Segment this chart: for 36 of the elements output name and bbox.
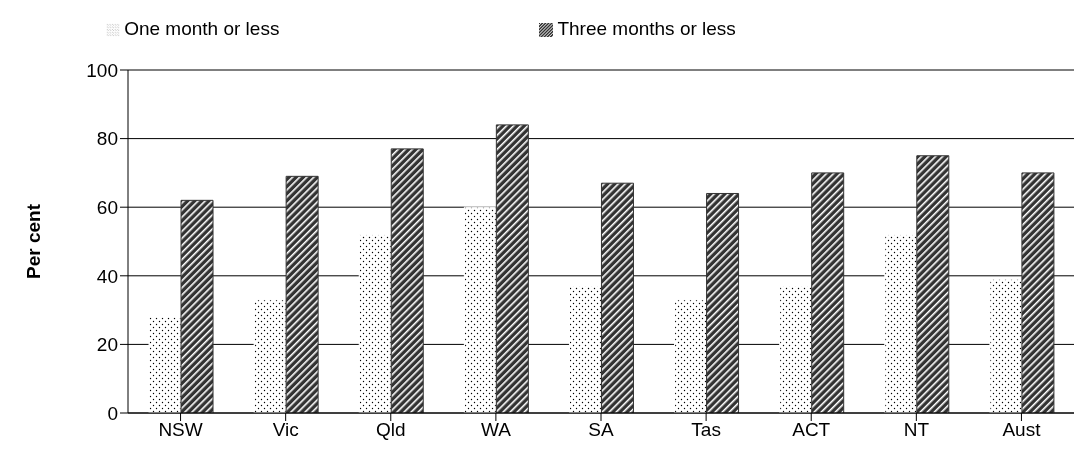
legend-label: Three months or less [557, 18, 736, 39]
bar [674, 299, 708, 413]
y-tick-label: 20 [96, 334, 118, 356]
bar [495, 124, 529, 413]
bar [358, 234, 392, 413]
bar [989, 278, 1023, 413]
x-tick-label: Aust [1002, 419, 1042, 441]
y-tick-label: 40 [96, 265, 118, 287]
bar [706, 192, 740, 413]
bar [180, 199, 214, 413]
x-tick-label: Qld [375, 419, 406, 441]
bar [253, 299, 287, 413]
bar [600, 182, 634, 413]
bar [148, 316, 182, 413]
x-tick-label: SA [588, 419, 614, 441]
bar [463, 206, 497, 413]
y-tick-label: 0 [107, 402, 118, 424]
y-tick-label: 100 [86, 59, 118, 81]
x-tick-label: WA [480, 419, 512, 441]
bar [779, 285, 813, 413]
y-tick-label: 80 [96, 128, 118, 150]
bar [811, 172, 845, 413]
x-tick-label: ACT [792, 419, 831, 441]
y-tick-label: 60 [96, 196, 118, 218]
x-tick-label: NT [903, 419, 930, 441]
bar [884, 234, 918, 413]
legend-label: One month or less [124, 18, 280, 39]
x-tick-label: NSW [158, 419, 203, 441]
bar [285, 175, 319, 413]
bar [1021, 172, 1055, 413]
x-tick-label: Tas [691, 419, 721, 441]
bar [568, 285, 602, 413]
y-axis-title: Per cent [22, 203, 44, 279]
bar [916, 155, 950, 413]
bar [390, 148, 424, 413]
x-tick-label: Vic [272, 419, 299, 441]
